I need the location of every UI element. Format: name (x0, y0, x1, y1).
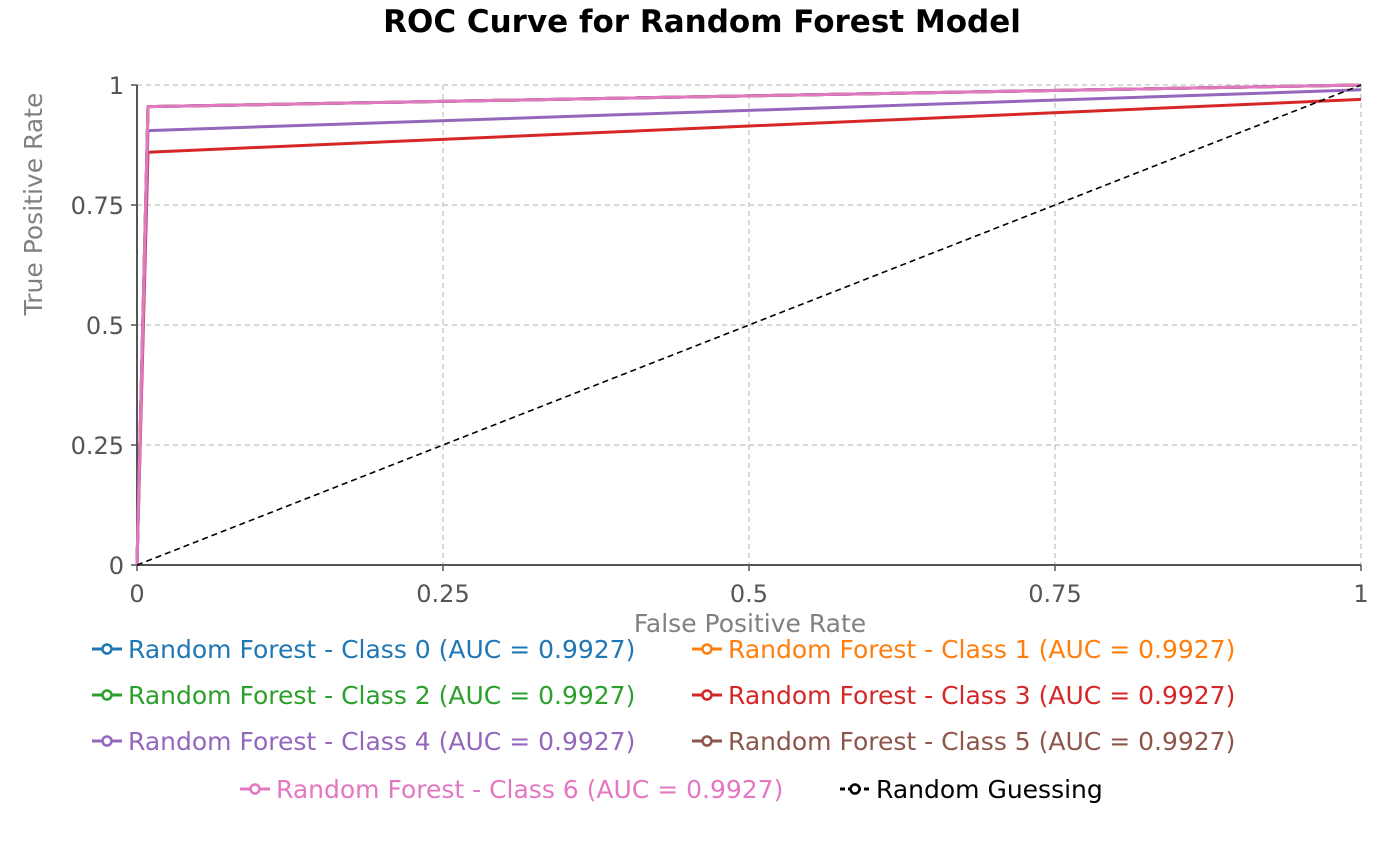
legend-swatch-marker (701, 689, 713, 701)
x-tick-label: 0.75 (1028, 580, 1081, 608)
legend-swatch-marker (101, 689, 113, 701)
x-axis-title: False Positive Rate (634, 609, 866, 638)
legend-label: Random Forest - Class 5 (AUC = 0.9927) (728, 727, 1235, 756)
legend-label: Random Forest - Class 0 (AUC = 0.9927) (128, 635, 635, 664)
legend-label: Random Forest - Class 2 (AUC = 0.9927) (128, 681, 635, 710)
x-tick-label: 0 (129, 580, 144, 608)
y-axis-title: True Positive Rate (19, 93, 48, 317)
legend-swatch-marker (849, 783, 861, 795)
series-line-6 (135, 83, 1362, 566)
legend-label: Random Forest - Class 1 (AUC = 0.9927) (728, 635, 1235, 664)
y-tick-label: 0 (109, 552, 124, 580)
chart-title: ROC Curve for Random Forest Model (383, 4, 1021, 40)
y-tick-label: 0.75 (71, 192, 124, 220)
legend-swatch-marker (249, 783, 261, 795)
y-tick-label: 1 (109, 72, 124, 100)
legend-label: Random Forest - Class 6 (AUC = 0.9927) (276, 775, 783, 804)
legend-swatch-marker (701, 735, 713, 747)
legend: Random Forest - Class 0 (AUC = 0.9927) Ra… (92, 635, 1235, 804)
legend-label: Random Forest - Class 4 (AUC = 0.9927) (128, 727, 635, 756)
axes (131, 84, 1362, 571)
legend-swatch-marker (701, 643, 713, 655)
legend-label: Random Forest - Class 3 (AUC = 0.9927) (728, 681, 1235, 710)
series-lines (135, 83, 1362, 566)
y-tick-label: 0.25 (71, 432, 124, 460)
tick-labels: 0 0.25 0.5 0.75 1 0 0.25 0.5 0.75 1 (71, 72, 1369, 608)
x-tick-label: 1 (1353, 580, 1368, 608)
series-line-7 (136, 84, 1362, 566)
legend-swatch-marker (101, 643, 113, 655)
grid (137, 84, 1362, 565)
legend-swatch-marker (101, 735, 113, 747)
x-tick-label: 0.5 (730, 580, 768, 608)
x-tick-label: 0.25 (416, 580, 469, 608)
legend-label: Random Guessing (876, 775, 1103, 804)
y-tick-label: 0.5 (86, 312, 124, 340)
